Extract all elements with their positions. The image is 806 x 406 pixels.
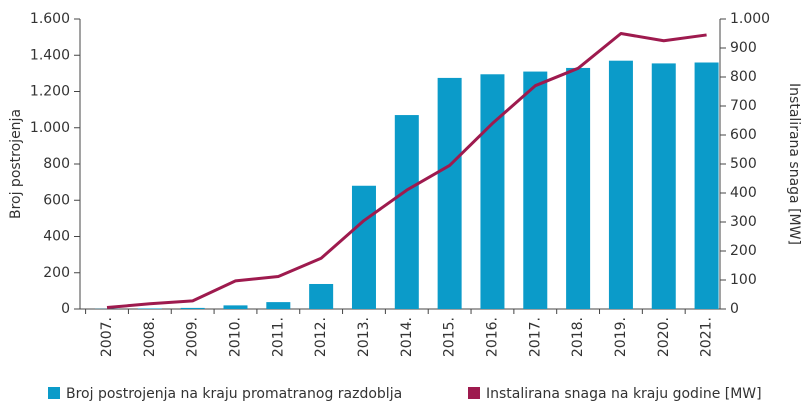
bar — [566, 67, 591, 309]
y2-tick-label: 700 — [730, 98, 757, 114]
legend-swatch — [468, 387, 480, 399]
bar — [523, 71, 548, 309]
y-axis-title: Broj postrojenja — [8, 109, 24, 219]
x-tick-label: 2016. — [484, 317, 500, 357]
y2-tick-label: 900 — [730, 40, 757, 56]
y-tick-label: 1.400 — [30, 47, 70, 63]
bar — [694, 62, 719, 309]
y-tick-label: 200 — [43, 265, 70, 281]
x-tick-label: 2010. — [227, 317, 243, 357]
x-tick-label: 2020. — [656, 317, 672, 357]
y2-tick-label: 400 — [730, 185, 757, 201]
x-tick-label: 2012. — [313, 317, 329, 357]
bar — [394, 115, 419, 309]
line — [106, 32, 707, 310]
y2-tick-label: 1.000 — [730, 11, 770, 27]
legend-label: Broj postrojenja na kraju promatranog ra… — [66, 386, 402, 402]
y-tick-label: 800 — [43, 156, 70, 172]
x-tick-label: 2009. — [185, 317, 201, 357]
y2-tick-label: 500 — [730, 156, 757, 172]
bar — [180, 307, 205, 309]
x-tick-label: 2017. — [527, 317, 543, 357]
x-tick-label: 2019. — [613, 317, 629, 357]
legend-swatch — [48, 387, 60, 399]
x-tick-label: 2014. — [399, 317, 415, 357]
y2-tick-label: 200 — [730, 243, 757, 259]
x-tick-label: 2007. — [99, 317, 115, 357]
y2-tick-label: 600 — [730, 127, 757, 143]
bar — [266, 302, 291, 309]
x-tick-label: 2021. — [699, 317, 715, 357]
bar — [608, 60, 633, 309]
y2-axis-title: Instalirana snaga [MW] — [786, 83, 802, 245]
y-tick-label: 600 — [43, 192, 70, 208]
bar — [137, 308, 162, 309]
bar — [223, 305, 248, 309]
x-tick-label: 2018. — [570, 317, 586, 357]
y-tick-label: 0 — [61, 301, 70, 317]
x-tick-label: 2008. — [142, 317, 158, 357]
bar — [309, 283, 334, 309]
x-tick-label: 2013. — [356, 317, 372, 357]
bar — [437, 77, 462, 309]
bar — [351, 185, 376, 309]
y2-tick-label: 800 — [730, 69, 757, 85]
legend-label: Instalirana snaga na kraju godine [MW] — [486, 386, 762, 402]
y-tick-label: 1.200 — [30, 84, 70, 100]
x-tick-label: 2015. — [442, 317, 458, 357]
bar — [651, 63, 676, 309]
y2-tick-label: 100 — [730, 272, 757, 288]
y2-tick-label: 300 — [730, 214, 757, 230]
y-tick-label: 1.600 — [30, 11, 70, 27]
bar — [480, 74, 505, 309]
y2-tick-label: 0 — [730, 301, 739, 317]
y-tick-label: 1.000 — [30, 120, 70, 136]
x-tick-label: 2011. — [270, 317, 286, 357]
y-tick-label: 400 — [43, 229, 70, 245]
